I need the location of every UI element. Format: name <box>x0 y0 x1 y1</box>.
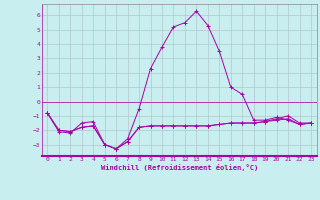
X-axis label: Windchill (Refroidissement éolien,°C): Windchill (Refroidissement éolien,°C) <box>100 164 258 171</box>
